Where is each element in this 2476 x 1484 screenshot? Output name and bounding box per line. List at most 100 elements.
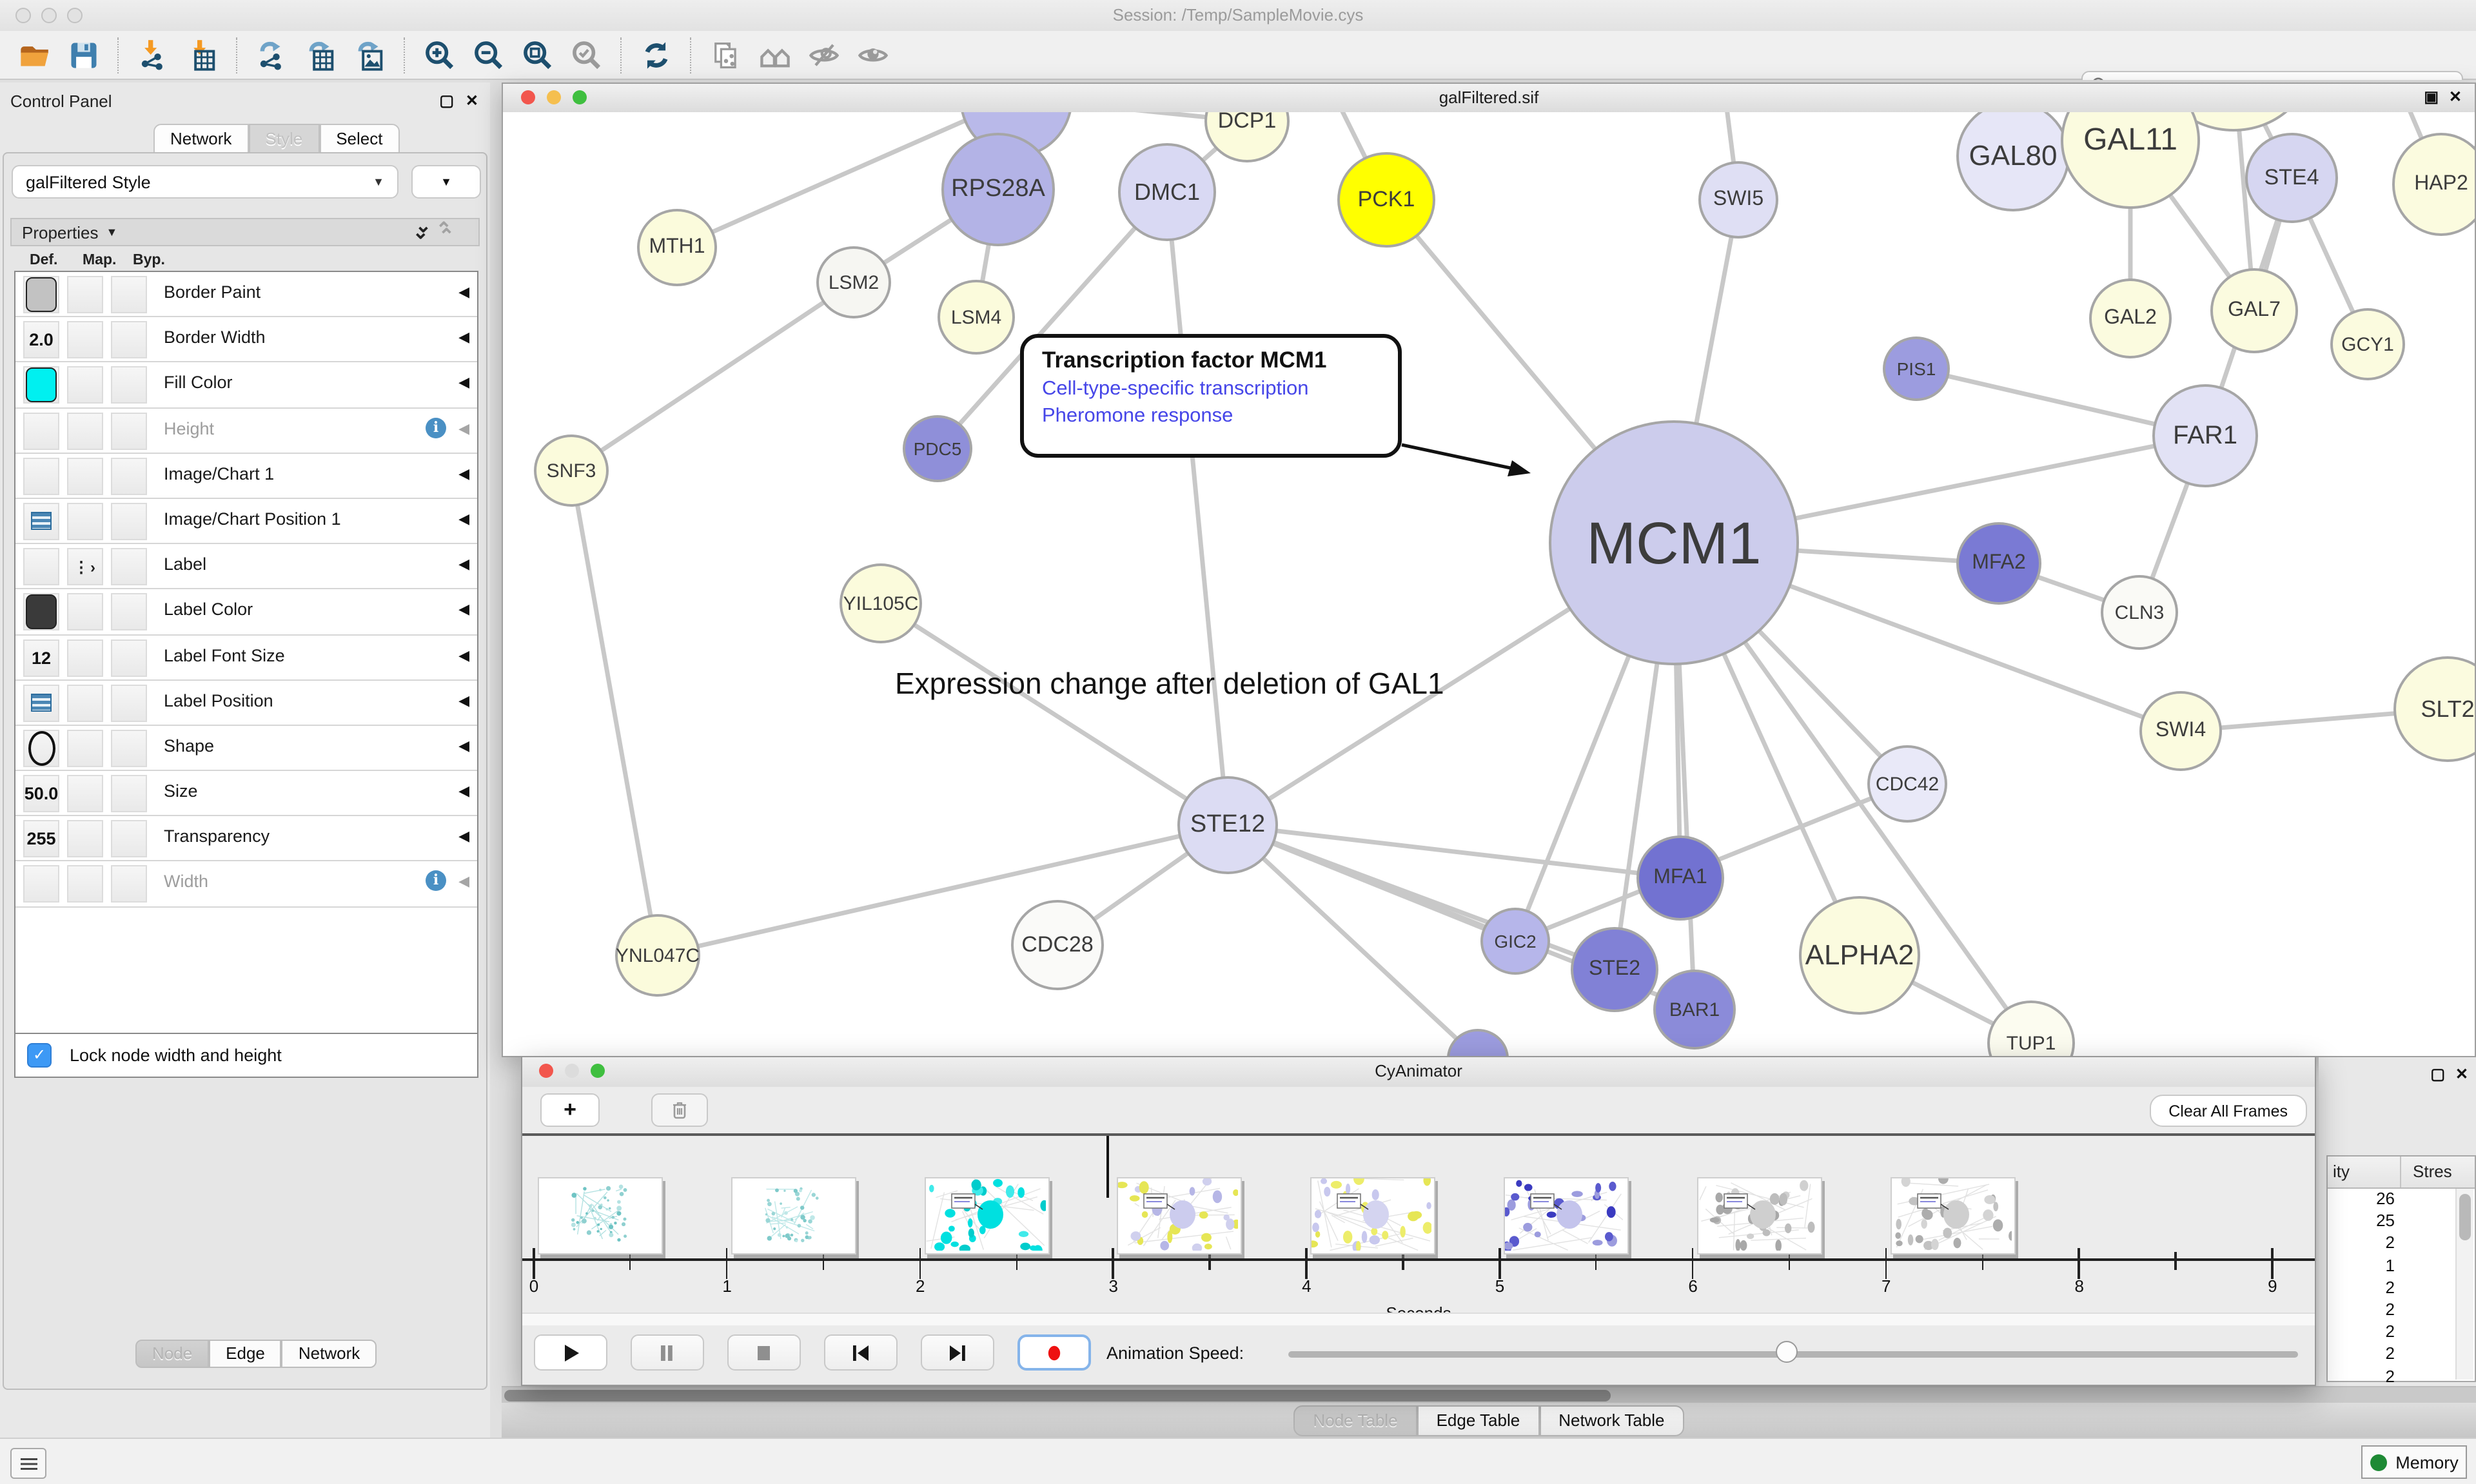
float-panel-icon[interactable]: ▢ [439,92,454,110]
collapse-arrow-icon[interactable]: ◀ [458,421,469,437]
network-node-alpha2[interactable]: ALPHA2 [1799,896,1920,1015]
network-canvas[interactable]: DCP1 PCK1 SWI5 GAL80 GAL11 STE4 HAP2 RPS28A DMC1… [503,112,2475,1056]
network-node-cdc28[interactable]: CDC28 [1011,900,1104,990]
import-table-button[interactable] [181,34,224,75]
keyframe-thumbnail-5[interactable] [1502,1177,1629,1255]
default-cell[interactable] [23,684,59,722]
export-image-button[interactable] [348,34,392,75]
mapping-cell[interactable] [67,276,103,313]
mapping-cell[interactable] [67,321,103,359]
info-icon[interactable]: i [426,870,446,892]
collapse-arrow-icon[interactable]: ◀ [458,511,469,527]
float-panel-icon[interactable]: ▢ [2430,1065,2445,1083]
bypass-cell[interactable] [111,775,147,813]
clear-all-frames-button[interactable]: Clear All Frames [2149,1095,2307,1127]
close-window-icon[interactable]: ✕ [2448,88,2462,106]
color-swatch[interactable] [26,277,57,312]
default-cell[interactable]: 2.0 [23,321,59,359]
style-selector-dropdown[interactable]: galFiltered Style ▼ [12,165,398,199]
tab-select[interactable]: Select [319,124,400,153]
position-icon[interactable] [31,694,52,712]
bypass-cell[interactable] [111,548,147,586]
minimize-traffic-light[interactable] [41,8,57,23]
memory-button[interactable]: Memory [2361,1445,2467,1479]
table-column-headers[interactable]: ity Stres [2328,1157,2475,1189]
mapping-cell[interactable] [67,366,103,404]
network-edge[interactable] [936,190,1169,451]
collapse-arrow-icon[interactable]: ◀ [458,330,469,346]
network-node-far1[interactable]: FAR1 [2152,384,2258,487]
mcm1-annotation-box[interactable]: Transcription factor MCM1 Cell-type-spec… [1020,334,1402,458]
network-edge[interactable] [570,280,855,473]
default-cell[interactable] [23,729,59,767]
network-node-swi5[interactable]: SWI5 [1698,161,1778,239]
network-node-mfa2[interactable]: MFA2 [1956,522,2041,605]
zoom-fit-button[interactable] [516,34,560,75]
table-scrollbar[interactable] [2455,1189,2473,1380]
table-row[interactable]: 2 [2385,1277,2395,1297]
add-frame-button[interactable]: + [540,1093,600,1127]
property-row-label[interactable]: ⋮› Label ◀ [15,544,477,590]
property-row-height[interactable]: Height i ◀ [15,408,477,454]
float-window-icon[interactable]: ▣ [2424,88,2439,106]
keyframe-thumbnail-2[interactable] [924,1177,1050,1256]
keyframe-thumbnail-0[interactable] [538,1177,663,1255]
style-options-button[interactable]: ▼ [411,165,481,199]
collapse-arrow-icon[interactable]: ◀ [458,557,469,573]
network-node-gal80[interactable]: GAL80 [1956,112,2070,211]
keyframe-thumbnail-1[interactable] [731,1177,856,1255]
default-cell[interactable] [23,366,59,404]
network-node-ste12[interactable]: STE12 [1177,776,1278,874]
previous-frame-button[interactable] [824,1334,898,1371]
network-node-cln3[interactable]: CLN3 [2101,575,2178,650]
table-row[interactable]: 2 [2385,1233,2395,1253]
network-node-slt2[interactable]: SLT2 [2393,656,2475,762]
default-value[interactable]: 2.0 [29,330,54,350]
network-node-ste2[interactable]: STE2 [1571,927,1658,1012]
bypass-cell[interactable] [111,502,147,540]
network-edge[interactable] [1226,823,1479,1056]
annotation-link[interactable]: Cell-type-specific transcription [1042,378,1309,400]
mapping-cell[interactable] [67,865,103,903]
table-row[interactable]: 2 [2385,1366,2395,1385]
bypass-cell[interactable] [111,865,147,903]
default-cell[interactable] [23,548,59,586]
mapping-cell[interactable] [67,729,103,767]
network-node-lsm4[interactable]: LSM4 [938,280,1015,355]
status-menu-button[interactable] [10,1448,46,1479]
table-row[interactable]: 2 [2385,1343,2395,1363]
close-panel-icon[interactable]: ✕ [2455,1065,2468,1083]
network-node-pck1[interactable]: PCK1 [1337,152,1435,248]
default-cell[interactable] [23,593,59,631]
default-cell[interactable] [23,276,59,313]
show-all-button[interactable] [851,34,895,75]
discrete-mapping-icon[interactable]: ⋮› [74,558,97,576]
minimize-traffic-light[interactable] [565,1064,579,1078]
default-cell[interactable] [23,865,59,903]
network-node-gic2[interactable]: GIC2 [1480,908,1550,975]
collapse-arrow-icon[interactable]: ◀ [458,466,469,482]
zoom-traffic-light[interactable] [67,8,83,23]
zoom-in-button[interactable] [418,34,462,75]
bypass-cell[interactable] [111,321,147,359]
property-row-border-width[interactable]: 2.0 Border Width ◀ [15,317,477,363]
collapse-arrow-icon[interactable]: ◀ [458,375,469,391]
property-row-shape[interactable]: Shape ◀ [15,726,477,772]
network-node-ynl047c[interactable]: YNL047C [615,914,700,997]
bypass-cell[interactable] [111,593,147,631]
network-node-yil105c[interactable]: YIL105C [840,563,922,643]
network-node-snf3[interactable]: SNF3 [534,434,609,507]
minimize-traffic-light[interactable] [547,90,561,104]
zoom-selected-button[interactable] [565,34,609,75]
zoom-traffic-light[interactable] [591,1064,605,1078]
tab-network[interactable]: Network [281,1340,377,1368]
color-swatch[interactable] [26,594,57,630]
tab-edge-table[interactable]: Edge Table [1417,1405,1540,1436]
tab-style[interactable]: Style [248,124,320,153]
pause-button[interactable] [631,1334,704,1371]
network-node-pdc5[interactable]: PDC5 [903,415,972,482]
network-node-gcy1[interactable]: GCY1 [2330,308,2405,380]
mapping-cell[interactable] [67,457,103,495]
property-row-border-paint[interactable]: Border Paint ◀ [15,272,477,318]
apply-layout-button[interactable] [634,34,678,75]
